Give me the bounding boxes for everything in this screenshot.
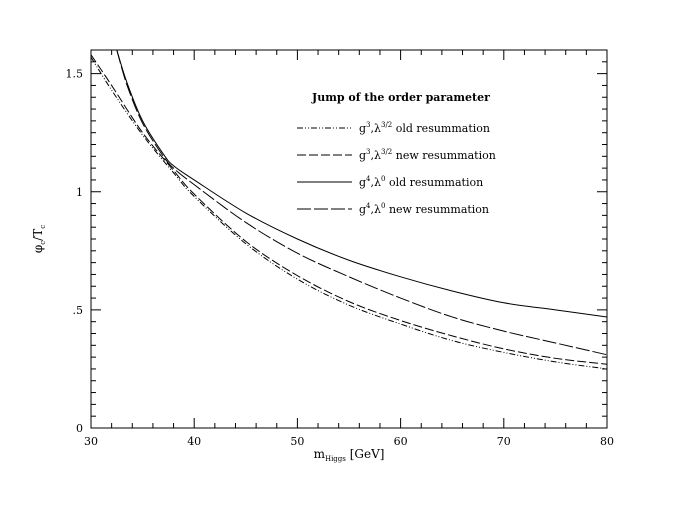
y-tick-label: .5 [73,304,84,317]
legend-entry: g3,λ3/2 new resummation [359,148,496,162]
tick-labels: 30 40 50 60 70 80 0 .5 1 1.5 [66,68,615,448]
legend-entry: g4,λ0 new resummation [359,202,489,216]
x-tick-label: 30 [84,435,98,448]
series-line-1 [90,56,608,370]
x-tick-label: 50 [290,435,304,448]
legend-entry: g3,λ3/2 old resummation [359,121,490,135]
x-axis-label-sub: Higgs [325,455,346,463]
y-axis-label-sub1: c [39,241,47,245]
y-axis-label-sub2: c [39,225,47,229]
plot-frame [90,49,608,429]
series-line-3 [116,49,608,318]
curves [90,49,608,370]
legend: Jump of the order parameter g3,λ3/2 old … [297,91,496,216]
y-axis-label-main: φ [31,245,45,253]
y-tick-label: 0 [76,422,83,435]
series-line-2 [90,54,608,365]
x-tick-label: 70 [497,435,511,448]
y-axis-label-mid: /T [31,229,45,241]
x-tick-label: 40 [187,435,201,448]
series-line-4 [116,49,608,356]
x-tick-label: 60 [394,435,408,448]
ticks [90,49,608,429]
y-tick-label: 1 [76,186,83,199]
y-tick-label: 1.5 [66,68,84,81]
legend-entry: g4,λ0 old resummation [359,175,483,189]
y-axis-label: φc/Tc [31,225,47,253]
x-axis-label-main: m [314,447,326,461]
x-tick-label: 80 [600,435,614,448]
legend-title: Jump of the order parameter [311,91,490,104]
x-axis-label-unit: [GeV] [350,447,385,461]
x-axis-label: mHiggs [GeV] [314,447,385,463]
legend-entries: g3,λ3/2 old resummation g3,λ3/2 new resum… [297,121,496,216]
